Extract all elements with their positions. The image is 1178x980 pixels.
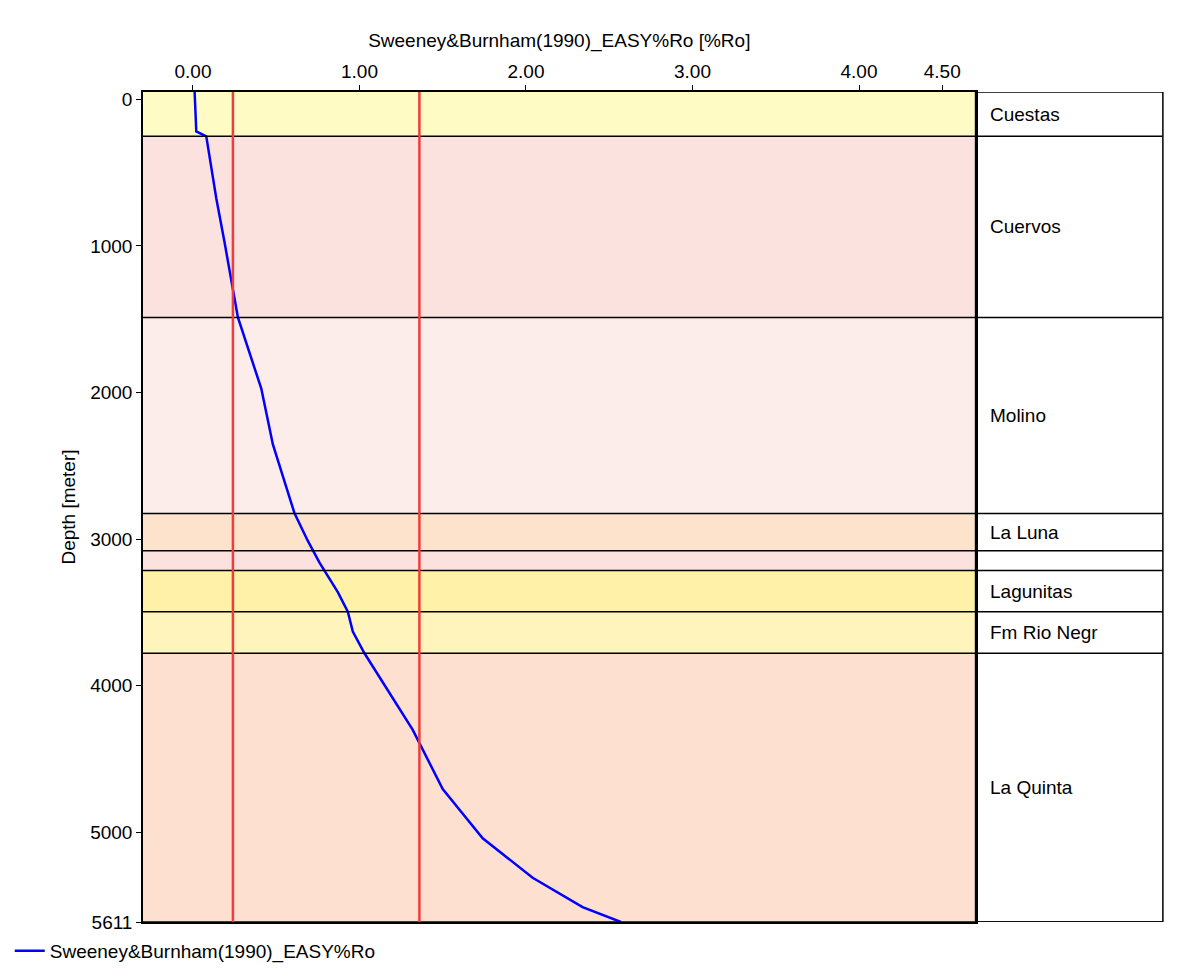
svg-text:Molino: Molino [990, 405, 1046, 426]
svg-text:La Quinta: La Quinta [990, 777, 1073, 798]
svg-text:3.00: 3.00 [674, 61, 711, 82]
svg-text:Lagunitas: Lagunitas [990, 581, 1072, 602]
svg-text:2000: 2000 [90, 382, 132, 403]
svg-text:1000: 1000 [90, 236, 132, 257]
svg-text:Sweeney&Burnham(1990)_EASY%Ro: Sweeney&Burnham(1990)_EASY%Ro [50, 941, 375, 963]
svg-text:Cuestas: Cuestas [990, 104, 1060, 125]
svg-text:5000: 5000 [90, 822, 132, 843]
svg-text:La Luna: La Luna [990, 522, 1059, 543]
svg-text:Fm Rio Negr: Fm Rio Negr [990, 622, 1098, 643]
svg-text:2.00: 2.00 [507, 61, 544, 82]
svg-text:5611: 5611 [92, 912, 133, 933]
svg-text:Cuervos: Cuervos [990, 216, 1061, 237]
svg-text:0: 0 [122, 89, 133, 110]
svg-text:4.00: 4.00 [841, 61, 878, 82]
svg-text:0.00: 0.00 [174, 61, 211, 82]
svg-text:Depth [meter]: Depth [meter] [58, 449, 79, 564]
svg-text:4000: 4000 [90, 675, 132, 696]
svg-text:Sweeney&Burnham(1990)_EASY%Ro: Sweeney&Burnham(1990)_EASY%Ro [%Ro] [368, 30, 750, 52]
svg-text:1.00: 1.00 [341, 61, 378, 82]
svg-text:4.50: 4.50 [924, 61, 961, 82]
svg-text:3000: 3000 [90, 529, 132, 550]
